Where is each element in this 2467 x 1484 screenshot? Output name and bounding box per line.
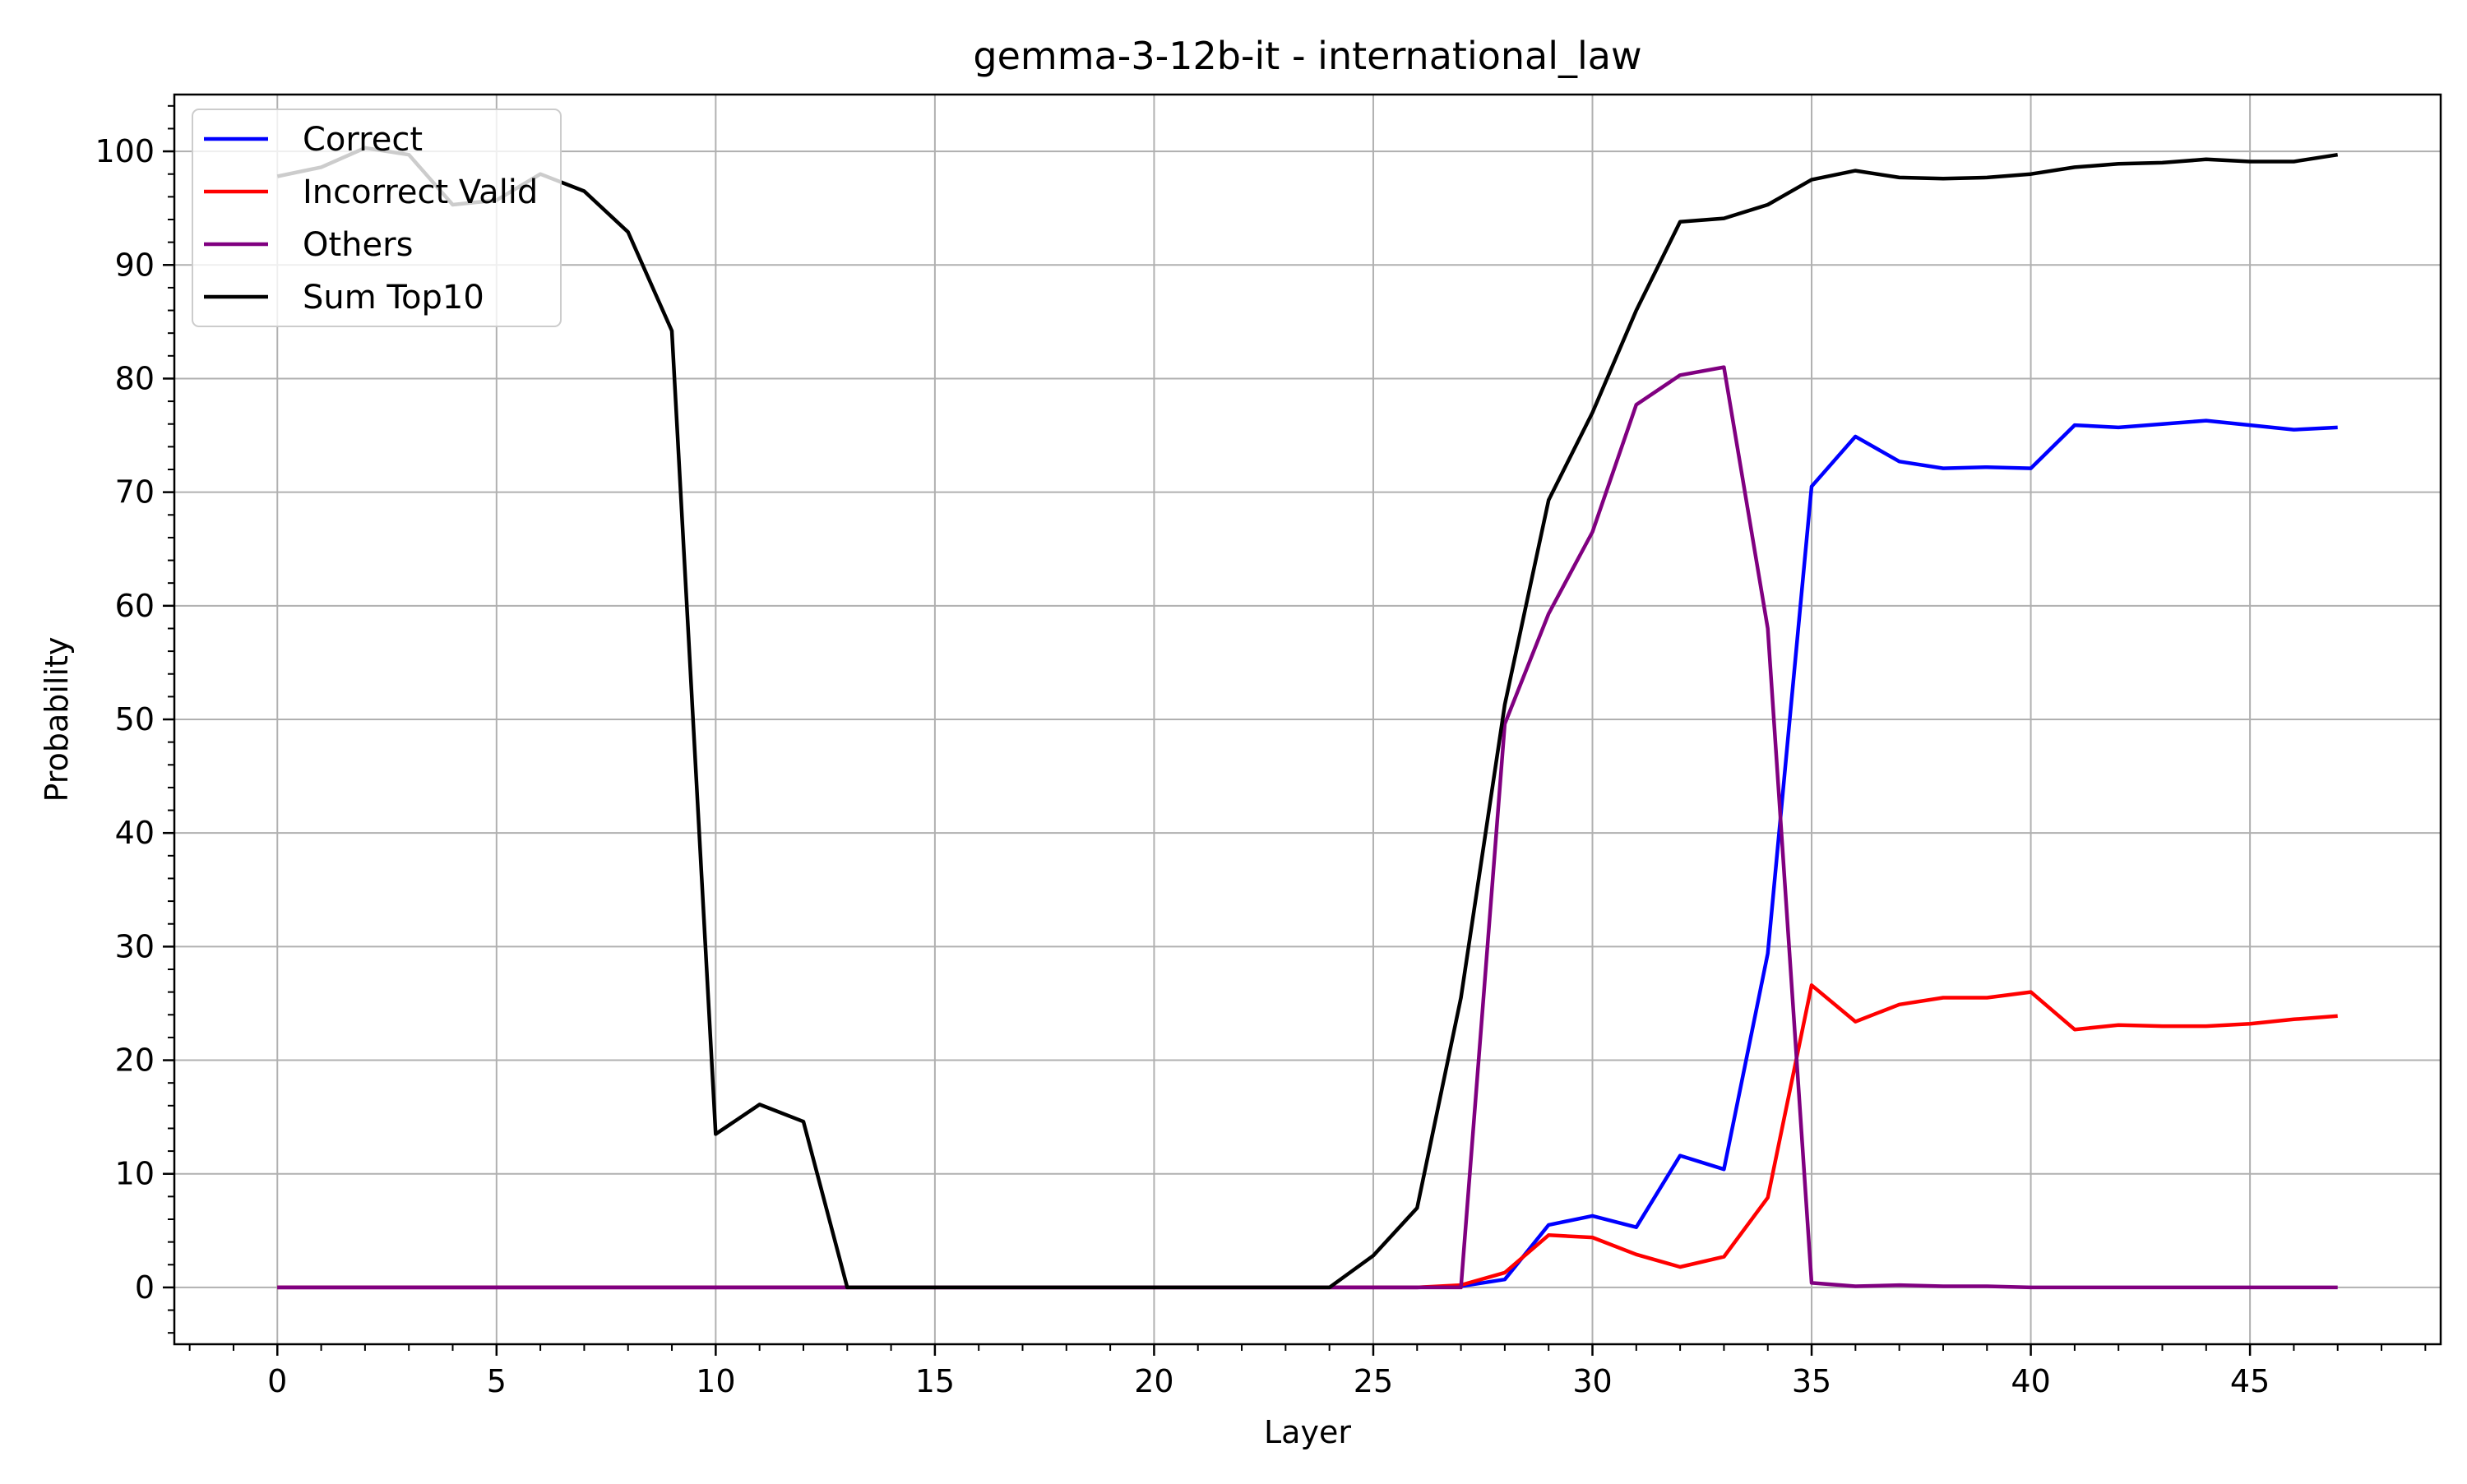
x-tick-label: 10 (696, 1363, 735, 1399)
axis-ticks: 0 5 10 15 20 25 30 35 40 45 0 10 20 30 40 50 60 70 80 90 100 (95, 104, 2427, 1399)
y-tick-label: 70 (115, 474, 155, 511)
y-tick-label: 50 (115, 701, 155, 737)
y-tick-label: 40 (115, 815, 155, 851)
y-tick-label: 20 (115, 1042, 155, 1079)
chart-title: gemma-3-12b-it - international_law (973, 34, 1641, 78)
y-tick-label: 60 (115, 588, 155, 624)
x-tick-label: 40 (2011, 1363, 2050, 1399)
legend-box (192, 109, 562, 327)
x-axis-label: Layer (1264, 1414, 1351, 1450)
y-tick-label: 0 (135, 1269, 155, 1306)
x-tick-label: 25 (1354, 1363, 1393, 1399)
x-tick-label: 30 (1572, 1363, 1612, 1399)
legend-label-correct: Correct (303, 121, 423, 159)
series-lines (276, 146, 2339, 1290)
x-tick-label: 45 (2230, 1363, 2270, 1399)
y-axis-label: Probability (39, 637, 75, 802)
y-tick-label: 90 (115, 247, 155, 283)
y-tick-label: 30 (115, 928, 155, 964)
legend-label-sum-top10: Sum Top10 (303, 279, 484, 317)
y-tick-label: 100 (95, 133, 155, 169)
y-tick-label: 80 (115, 360, 155, 396)
x-tick-label: 15 (915, 1363, 955, 1399)
y-tick-label: 10 (115, 1156, 155, 1192)
legend: Correct Incorrect Valid Others Sum Top10 (192, 109, 562, 327)
x-tick-label: 0 (267, 1363, 287, 1399)
x-tick-label: 20 (1134, 1363, 1173, 1399)
series-line-sum-top10 (276, 146, 2339, 1290)
x-tick-label: 35 (1792, 1363, 1831, 1399)
x-tick-label: 5 (487, 1363, 507, 1399)
legend-label-others: Others (303, 226, 413, 264)
legend-label-incorrect-valid: Incorrect Valid (303, 173, 538, 211)
